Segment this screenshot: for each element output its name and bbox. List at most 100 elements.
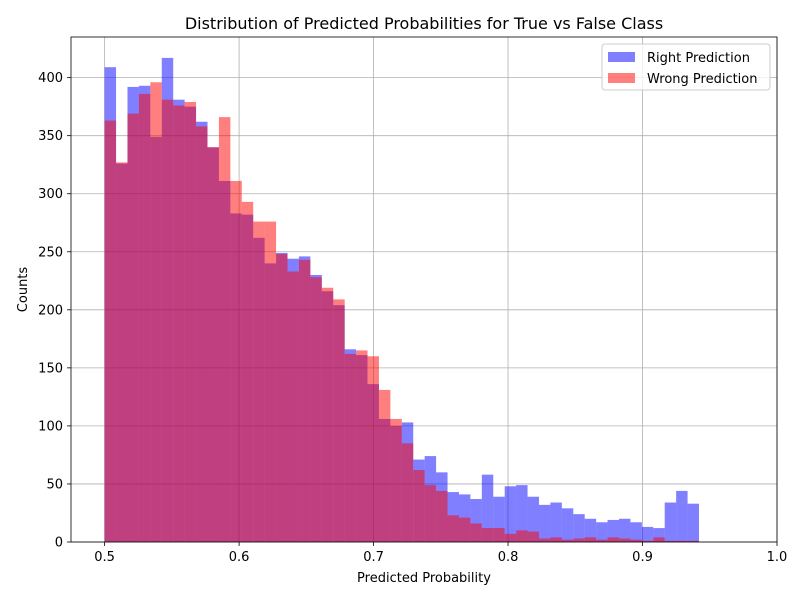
bar — [241, 201, 254, 542]
bar — [367, 356, 379, 542]
bar — [550, 502, 562, 542]
bar — [116, 162, 128, 542]
bar — [561, 539, 574, 542]
chart-title: Distribution of Predicted Probabilities … — [185, 14, 663, 33]
bar — [424, 485, 437, 542]
bar — [470, 499, 482, 542]
legend-swatch — [608, 52, 635, 62]
bar — [333, 299, 345, 542]
bar — [321, 287, 334, 542]
x-tick-label: 0.8 — [498, 550, 519, 565]
y-tick-label: 100 — [38, 419, 63, 434]
x-axis-label: Predicted Probability — [357, 571, 491, 586]
bar — [504, 486, 517, 542]
legend-label: Wrong Prediction — [647, 72, 758, 87]
bar — [687, 540, 700, 542]
bar — [436, 490, 448, 542]
bar — [287, 271, 299, 542]
bar — [618, 538, 631, 542]
y-tick-label: 300 — [38, 187, 63, 202]
legend-label: Right Prediction — [647, 51, 750, 66]
x-tick-label: 1.0 — [767, 550, 788, 565]
bar — [584, 537, 597, 542]
y-tick-label: 150 — [38, 361, 63, 376]
bar — [230, 180, 242, 542]
bar — [253, 221, 265, 542]
bar — [527, 496, 539, 542]
series-1-bars — [104, 82, 700, 543]
legend-swatch — [608, 73, 635, 83]
y-tick-label: 250 — [38, 245, 63, 260]
bar — [618, 518, 631, 542]
legend-box — [601, 43, 771, 91]
bar — [596, 539, 608, 542]
bar — [573, 538, 585, 542]
y-tick-label: 400 — [38, 71, 63, 86]
bar — [527, 531, 539, 542]
bar — [298, 259, 311, 542]
bar — [664, 502, 677, 542]
bar — [161, 99, 174, 543]
bar — [676, 490, 688, 542]
bar — [516, 485, 528, 542]
bar — [630, 522, 642, 542]
bar — [138, 93, 151, 542]
bar — [653, 528, 665, 542]
bar — [584, 518, 597, 542]
bar — [470, 523, 482, 542]
bar — [127, 113, 139, 542]
bar — [641, 526, 654, 542]
bar — [310, 277, 322, 542]
bar — [150, 82, 162, 542]
bar — [687, 503, 700, 542]
bar — [184, 102, 197, 542]
bar — [218, 117, 231, 542]
bar — [413, 470, 425, 542]
bar — [493, 496, 505, 542]
x-tick-label: 0.9 — [632, 550, 653, 565]
plot-frame — [70, 36, 778, 543]
bar — [504, 533, 517, 542]
x-tick-label: 0.6 — [229, 550, 250, 565]
bar — [390, 418, 402, 542]
bar — [516, 530, 528, 542]
bar — [104, 120, 117, 542]
bar — [264, 221, 277, 542]
bar — [641, 540, 654, 542]
bar — [378, 389, 391, 542]
bar — [538, 504, 551, 542]
bar — [207, 147, 219, 542]
axis-ticks: 0.5 0.6 0.7 0.8 0.9 1.0 0 50 100 150 200 250 300 350 4… — [38, 71, 787, 565]
y-tick-label: 350 — [38, 129, 63, 144]
bar — [458, 517, 471, 542]
bar — [607, 537, 619, 542]
y-axis-label: Counts — [16, 267, 31, 313]
x-tick-label: 0.5 — [94, 550, 115, 565]
bar — [447, 515, 459, 542]
bar — [561, 508, 574, 542]
bar — [573, 514, 585, 542]
bar — [356, 350, 368, 542]
bar — [276, 254, 288, 542]
bar — [481, 474, 494, 542]
bar — [493, 528, 505, 542]
bar — [676, 540, 688, 542]
y-tick-label: 50 — [46, 477, 63, 492]
bar — [596, 522, 608, 542]
bar — [607, 519, 619, 542]
bar — [401, 443, 414, 542]
bar — [550, 537, 562, 542]
y-tick-label: 200 — [38, 303, 63, 318]
x-tick-label: 0.7 — [363, 550, 384, 565]
bar — [344, 353, 357, 542]
bar — [481, 528, 494, 542]
legend: Right Prediction Wrong Prediction — [601, 43, 771, 91]
bar — [196, 126, 208, 542]
bar — [538, 538, 551, 542]
bar — [653, 537, 665, 542]
bar — [173, 105, 185, 542]
histogram-bars — [104, 57, 700, 543]
bar — [630, 539, 642, 542]
y-tick-label: 0 — [55, 536, 63, 551]
